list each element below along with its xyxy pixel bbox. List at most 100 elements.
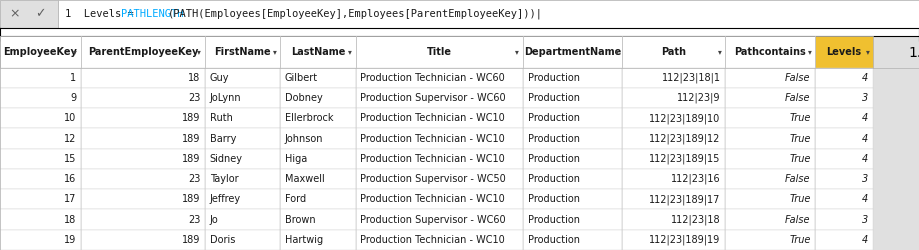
Text: ▾: ▾ <box>74 47 77 56</box>
Bar <box>523 88 622 108</box>
Bar <box>81 189 205 210</box>
Text: Production: Production <box>528 214 580 224</box>
Text: Production Technician - WC10: Production Technician - WC10 <box>360 154 505 164</box>
Bar <box>725 128 815 149</box>
Bar <box>81 210 205 230</box>
Bar <box>0 108 81 128</box>
Text: 4: 4 <box>862 154 868 164</box>
Bar <box>81 108 205 128</box>
Text: 12: 12 <box>64 134 76 143</box>
Text: Production Technician - WC10: Production Technician - WC10 <box>360 113 505 123</box>
Text: 112|23|189|10: 112|23|189|10 <box>649 113 720 124</box>
Bar <box>356 189 523 210</box>
Text: Production: Production <box>528 134 580 143</box>
Bar <box>205 128 280 149</box>
Bar <box>205 230 280 250</box>
Text: 112|23|189|12: 112|23|189|12 <box>649 133 720 144</box>
Text: Jo: Jo <box>210 214 219 224</box>
Text: True: True <box>789 134 811 143</box>
Bar <box>815 189 873 210</box>
Bar <box>280 128 356 149</box>
Text: ▾: ▾ <box>866 47 869 56</box>
Text: ParentEmployeeKey: ParentEmployeeKey <box>87 47 199 57</box>
Text: True: True <box>789 194 811 204</box>
Bar <box>815 88 873 108</box>
Text: 112|23|18: 112|23|18 <box>671 214 720 225</box>
Bar <box>356 108 523 128</box>
Bar <box>356 36 523 68</box>
Bar <box>0 68 81 88</box>
Bar <box>622 108 725 128</box>
Text: Taylor: Taylor <box>210 174 238 184</box>
Text: 10: 10 <box>64 113 76 123</box>
Bar <box>725 230 815 250</box>
Bar <box>0 189 81 210</box>
Bar <box>725 149 815 169</box>
Bar <box>81 169 205 189</box>
Text: Title: Title <box>426 47 452 57</box>
Bar <box>815 68 873 88</box>
Bar <box>280 210 356 230</box>
Bar <box>205 149 280 169</box>
Text: 16: 16 <box>64 174 76 184</box>
Text: True: True <box>789 154 811 164</box>
Bar <box>622 189 725 210</box>
Bar <box>725 189 815 210</box>
Bar <box>622 210 725 230</box>
Text: 15: 15 <box>64 154 76 164</box>
Text: Dobney: Dobney <box>285 93 323 103</box>
Text: False: False <box>785 93 811 103</box>
Text: Production Supervisor - WC60: Production Supervisor - WC60 <box>360 93 505 103</box>
Text: 23: 23 <box>188 214 200 224</box>
Bar <box>0 210 81 230</box>
Bar <box>622 128 725 149</box>
Bar <box>0 230 81 250</box>
Bar <box>725 36 815 68</box>
Text: Brown: Brown <box>285 214 315 224</box>
Text: 4: 4 <box>862 113 868 123</box>
Text: 112|23|189|19: 112|23|189|19 <box>649 234 720 245</box>
Bar <box>81 128 205 149</box>
Bar <box>81 88 205 108</box>
Bar <box>523 169 622 189</box>
Bar <box>81 149 205 169</box>
Text: 112|23|18|1: 112|23|18|1 <box>662 72 720 83</box>
Bar <box>523 230 622 250</box>
Bar <box>815 36 873 68</box>
Bar <box>280 189 356 210</box>
Text: Production Technician - WC10: Production Technician - WC10 <box>360 235 505 245</box>
Bar <box>815 149 873 169</box>
Bar <box>523 128 622 149</box>
Text: Production Technician - WC10: Production Technician - WC10 <box>360 194 505 204</box>
Bar <box>280 36 356 68</box>
Bar <box>356 230 523 250</box>
Bar <box>815 108 873 128</box>
Text: Production: Production <box>528 235 580 245</box>
Text: JoLynn: JoLynn <box>210 93 241 103</box>
Text: 1  Levels =: 1 Levels = <box>65 9 141 19</box>
Text: False: False <box>785 174 811 184</box>
Text: ▾: ▾ <box>718 47 721 56</box>
Text: LastName: LastName <box>290 47 346 57</box>
Text: 9: 9 <box>70 93 76 103</box>
Bar <box>280 108 356 128</box>
Bar <box>725 88 815 108</box>
Bar <box>815 210 873 230</box>
Text: 112|23|9: 112|23|9 <box>677 93 720 103</box>
Bar <box>205 36 280 68</box>
Text: Production: Production <box>528 154 580 164</box>
Text: 189: 189 <box>182 194 200 204</box>
Text: FirstName: FirstName <box>214 47 271 57</box>
Text: ▾: ▾ <box>516 47 519 56</box>
Bar <box>356 149 523 169</box>
Bar <box>0 169 81 189</box>
Bar <box>280 149 356 169</box>
Bar <box>81 68 205 88</box>
Text: ▾: ▾ <box>808 47 811 56</box>
Text: (PATH(Employees[EmployeeKey],Employees[ParentEmployeeKey]))|: (PATH(Employees[EmployeeKey],Employees[P… <box>168 9 543 19</box>
Bar <box>0 128 81 149</box>
Bar <box>815 169 873 189</box>
Text: ✓: ✓ <box>35 8 46 20</box>
Bar <box>622 230 725 250</box>
Text: 3: 3 <box>862 93 868 103</box>
